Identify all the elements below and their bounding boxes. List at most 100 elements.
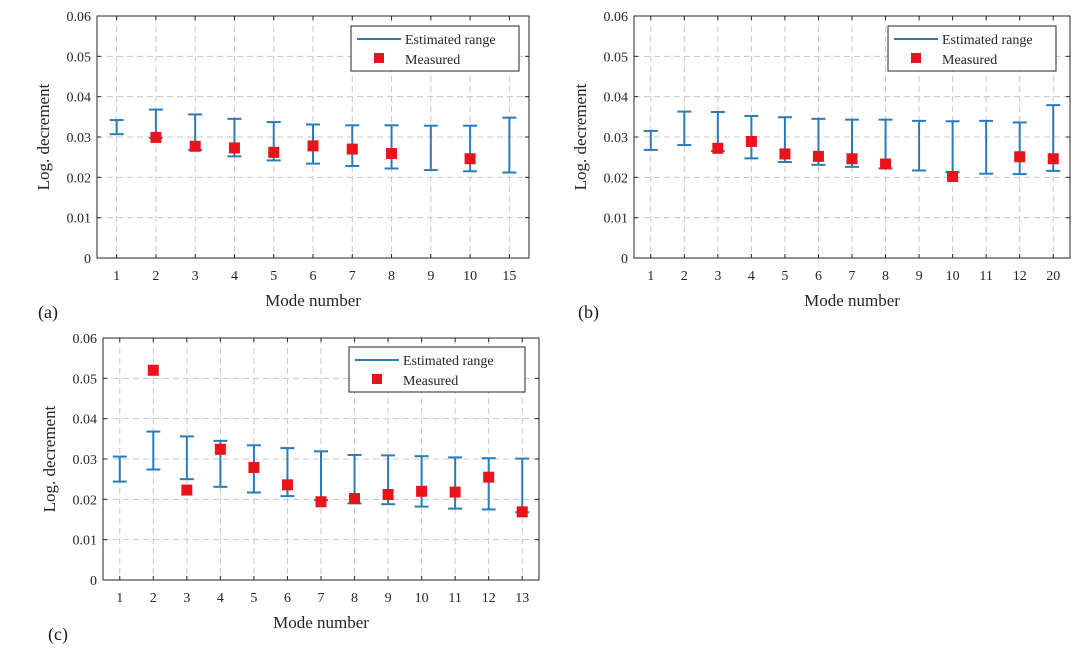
plot-border: [102, 337, 540, 581]
y-tick-label: 0.01: [73, 534, 98, 549]
plot-border: [633, 15, 1071, 259]
y-tick-label: 0.02: [73, 493, 98, 508]
x-tick-label: 1: [116, 591, 123, 606]
y-tick-label: 0.01: [67, 212, 92, 227]
legend-range-label: Estimated range: [403, 354, 494, 369]
legend: Estimated range Measured: [887, 25, 1057, 72]
measured-point: [464, 153, 476, 165]
y-tick-label: 0.06: [67, 10, 92, 25]
x-axis-title: Mode number: [265, 291, 361, 310]
measured-point: [349, 493, 361, 505]
measured-point: [516, 506, 528, 518]
panel-label: (a): [38, 302, 58, 323]
y-axis-title: Log. decrement: [40, 405, 59, 512]
y-tick-label: 0.02: [604, 171, 629, 186]
x-tick-label: 8: [351, 591, 358, 606]
measured-point: [947, 171, 959, 183]
x-tick-label: 8: [882, 269, 889, 284]
x-tick-label: 9: [385, 591, 392, 606]
x-tick-label: 4: [748, 269, 755, 284]
x-tick-label: 6: [284, 591, 291, 606]
x-tick-label: 11: [979, 269, 992, 284]
x-tick-label: 9: [916, 269, 923, 284]
x-tick-label: 5: [250, 591, 257, 606]
x-tick-label: 2: [150, 591, 157, 606]
y-tick-label: 0.05: [73, 372, 98, 387]
x-tick-label: 7: [318, 591, 325, 606]
y-tick-label: 0.04: [67, 91, 92, 106]
x-tick-label: 10: [946, 269, 960, 284]
y-tick-label: 0.01: [604, 212, 629, 227]
x-tick-label: 12: [482, 591, 496, 606]
chart-panel-1: 0 0.01 0.02 0.03 0.04 0.05 0.06 1 2 3 4 5 6 7 8 9 10 15 Mo…: [34, 10, 530, 323]
x-tick-label: 2: [152, 269, 159, 284]
y-tick-label: 0.06: [73, 332, 98, 347]
y-axis-title: Log. decrement: [571, 83, 590, 190]
legend-measured-swatch: [374, 53, 384, 63]
legend-range-label: Estimated range: [942, 33, 1033, 48]
measured-point: [1047, 153, 1059, 165]
x-tick-label: 6: [815, 269, 822, 284]
x-tick-label: 13: [515, 591, 529, 606]
x-axis-title: Mode number: [273, 613, 369, 632]
measured-point: [382, 488, 394, 500]
legend: Estimated range Measured: [348, 346, 526, 393]
legend-measured-swatch: [372, 374, 382, 384]
measured-point: [880, 158, 892, 170]
measured-point: [1014, 151, 1026, 163]
y-tick-label: 0: [90, 574, 97, 589]
legend-measured-label: Measured: [403, 374, 458, 389]
chart-panel-3: 00.010.020.030.040.050.061 2 3 4 5 6 7 8 9 10 11 12…: [40, 332, 540, 645]
measured-point: [248, 461, 260, 473]
y-tick-label: 0: [621, 252, 628, 267]
measured-point: [307, 140, 319, 152]
x-tick-label: 3: [183, 591, 190, 606]
legend-measured-label: Measured: [942, 53, 997, 68]
x-tick-label: 1: [647, 269, 654, 284]
x-tick-label: 4: [231, 269, 238, 284]
legend-box: [348, 346, 526, 393]
x-tick-label: 10: [415, 591, 429, 606]
legend-box: [350, 25, 520, 72]
x-tick-label: 6: [310, 269, 317, 284]
measured-point: [281, 479, 293, 491]
x-tick-label: 15: [502, 269, 516, 284]
y-tick-label: 0.05: [67, 50, 92, 65]
y-axis-title: Log. decrement: [34, 83, 53, 190]
x-tick-label: 12: [1013, 269, 1027, 284]
measured-point: [214, 443, 226, 455]
x-tick-label: 7: [849, 269, 856, 284]
measured-point: [779, 148, 791, 160]
measured-point: [386, 148, 398, 160]
y-tick-label: 0.02: [67, 171, 92, 186]
measured-point: [150, 131, 162, 143]
x-tick-label: 7: [349, 269, 356, 284]
x-tick-label: 1: [113, 269, 120, 284]
measured-point: [346, 143, 358, 155]
legend-measured-swatch: [911, 53, 921, 63]
x-tick-label: 3: [192, 269, 199, 284]
measured-point: [745, 135, 757, 147]
x-axis-title: Mode number: [804, 291, 900, 310]
measured-point: [315, 496, 327, 508]
legend: Estimated range Measured: [350, 25, 520, 72]
x-tick-label: 9: [427, 269, 434, 284]
x-tick-label: 10: [463, 269, 477, 284]
measured-point: [228, 142, 240, 154]
legend-range-label: Estimated range: [405, 33, 496, 48]
x-tick-label: 3: [714, 269, 721, 284]
measured-point: [846, 153, 858, 165]
measured-point: [268, 146, 280, 158]
x-tick-label: 8: [388, 269, 395, 284]
y-tick-label: 0: [84, 252, 91, 267]
legend-box: [887, 25, 1057, 72]
measured-point: [812, 150, 824, 162]
measured-point: [416, 485, 428, 497]
x-tick-label: 2: [681, 269, 688, 284]
chart-panel-2: 00.010.020.030.040.050.061 2 3 4 5 6 7 8 9 10 11 12…: [571, 10, 1071, 323]
y-tick-label: 0.03: [604, 131, 629, 146]
y-tick-label: 0.05: [604, 50, 629, 65]
x-tick-label: 4: [217, 591, 224, 606]
x-tick-label: 20: [1046, 269, 1060, 284]
